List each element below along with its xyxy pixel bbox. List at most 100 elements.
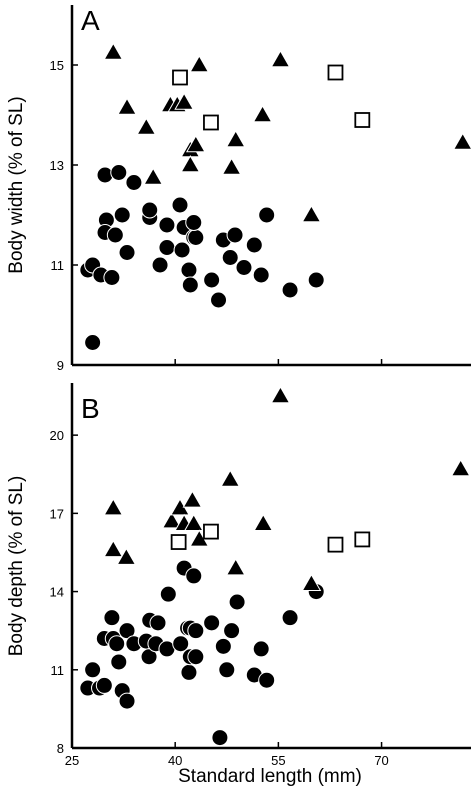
panel-b-triangle-point xyxy=(103,498,124,516)
panel-a-label: A xyxy=(81,5,100,36)
panel-a-circle-point xyxy=(171,196,189,214)
panel-b-circle-point xyxy=(172,635,190,653)
panel-b-triangle-point xyxy=(450,459,471,477)
panel-a-circle-point xyxy=(113,206,131,224)
panel-a-axes: 9 11 13 15 xyxy=(50,5,471,373)
panel-b-circle-point xyxy=(118,622,136,640)
panel-b-triangle-point xyxy=(220,469,241,487)
panel-b-circle-point xyxy=(110,653,128,671)
panel-b-circle-point xyxy=(118,692,136,710)
panel-b-triangle-point xyxy=(103,539,124,558)
panel-b-circle-point xyxy=(252,640,270,658)
panel-b-circle-point xyxy=(281,609,299,627)
panel-b-triangle-point xyxy=(301,573,322,591)
panel-a-circle-point xyxy=(96,166,114,184)
panel-a-y-tick-label: 15 xyxy=(50,58,64,73)
panel-b-circle-point xyxy=(211,729,229,747)
panel-b-circle-point xyxy=(149,614,167,632)
panel-a-circle-point xyxy=(106,226,124,244)
panel-a-triangle-point xyxy=(221,157,242,175)
x-axis-title: Standard length (mm) xyxy=(178,766,362,787)
panel-b-circle-point xyxy=(223,622,241,640)
panel-b-circle-point xyxy=(214,637,232,655)
panel-b-triangle-point xyxy=(116,547,137,565)
panel-a-circle-point xyxy=(125,174,143,191)
panel-b-circle-point xyxy=(228,593,246,611)
panel-a-triangle-point xyxy=(301,204,322,223)
panel-b-circle-point xyxy=(140,648,158,666)
panel-a-triangle-point xyxy=(189,54,210,73)
panel-a-plot: A Body width (% of SL) 9 11 13 15 xyxy=(6,5,473,373)
panel-a-square-point xyxy=(327,64,344,81)
panel-a-circle-point xyxy=(181,276,199,294)
panel-a-y-tick-label: 9 xyxy=(57,358,64,373)
panel-a-square-point xyxy=(172,69,188,86)
panel-b-y-tick-label: 14 xyxy=(50,585,64,600)
panel-b-x-tick-label: 55 xyxy=(271,753,285,768)
panel-a-y-tick-label: 11 xyxy=(51,258,65,273)
panel-b-circle-point xyxy=(258,671,276,689)
panel-b-circle-point xyxy=(187,622,205,640)
panel-b-x-tick-label: 25 xyxy=(65,753,79,768)
panel-b-circle-point xyxy=(203,614,221,632)
panel-a-y-tick-label: 13 xyxy=(50,158,64,173)
panel-b-y-axis-title: Body depth (% of SL) xyxy=(6,476,27,657)
panel-b-triangle-point xyxy=(225,558,246,576)
panel-b-triangle-point xyxy=(182,490,203,508)
panel-b-x-tick-label: 70 xyxy=(374,753,388,768)
panel-a-circle-point xyxy=(187,229,205,246)
panel-b-circle-point xyxy=(84,661,102,679)
panel-b-x-tick-label: 40 xyxy=(168,753,182,768)
panel-a-circle-point xyxy=(226,226,244,244)
panel-b-circle-point xyxy=(187,648,205,666)
panel-b-circle-point xyxy=(180,663,198,681)
panel-a-circle-point xyxy=(258,206,276,224)
panel-a-circle-point xyxy=(141,201,159,219)
panel-a-circle-point xyxy=(221,249,239,266)
panel-a-circle-point xyxy=(173,241,191,259)
panel-a-circle-point xyxy=(158,239,176,256)
panel-a-circle-point xyxy=(103,269,121,286)
panel-b-square-point xyxy=(170,534,187,550)
panel-a-circle-point xyxy=(185,214,203,231)
panel-a-triangle-point xyxy=(252,104,273,123)
panel-b-triangle-point xyxy=(270,386,291,404)
panel-a-circle-point xyxy=(151,256,169,274)
panel-b-y-tick-label: 20 xyxy=(50,428,64,443)
panel-b-circle-point xyxy=(108,635,126,653)
panel-b-y-tick-label: 11 xyxy=(51,663,65,678)
panel-a-circle-point xyxy=(245,236,263,254)
panel-a-data-marks xyxy=(79,42,473,351)
panel-a-circle-point xyxy=(84,334,102,351)
panel-a-circle-point xyxy=(158,216,176,234)
panel-a-circle-point xyxy=(110,164,128,181)
panel-a-triangle-point xyxy=(136,117,157,135)
panel-a-triangle-point xyxy=(180,154,201,173)
panel-a-circle-point xyxy=(281,281,299,299)
panel-a-circle-point xyxy=(210,291,228,309)
panel-b-triangle-point xyxy=(183,513,204,532)
panel-a-y-axis-title: Body width (% of SL) xyxy=(6,96,27,273)
panel-a-triangle-point xyxy=(103,42,124,60)
panel-b-label: B xyxy=(81,393,100,424)
panel-b-y-tick-label: 8 xyxy=(57,741,64,756)
panel-b-circle-point xyxy=(218,661,236,679)
panel-a-circle-point xyxy=(203,271,221,289)
panel-b-triangle-point xyxy=(161,511,182,529)
panel-b-circle-point xyxy=(185,567,203,585)
panel-a-triangle-point xyxy=(270,49,291,68)
panel-a-triangle-point xyxy=(225,129,246,148)
panel-a-triangle-point xyxy=(452,132,473,150)
panel-b-square-point xyxy=(203,523,219,540)
panel-a-triangle-point xyxy=(174,92,194,110)
panel-a-square-point xyxy=(203,114,219,131)
panel-a-circle-point xyxy=(235,259,253,276)
panel-b-circle-point xyxy=(95,676,113,694)
panel-b-triangle-point xyxy=(253,513,274,532)
panel-a-circle-point xyxy=(118,244,136,261)
panel-b-circle-point xyxy=(103,609,121,627)
panel-a-circle-point xyxy=(180,261,198,279)
panel-a-circle-point xyxy=(307,271,325,289)
panel-b-axes: 8 11 14 17 20 25 40 55 70 xyxy=(50,383,471,768)
